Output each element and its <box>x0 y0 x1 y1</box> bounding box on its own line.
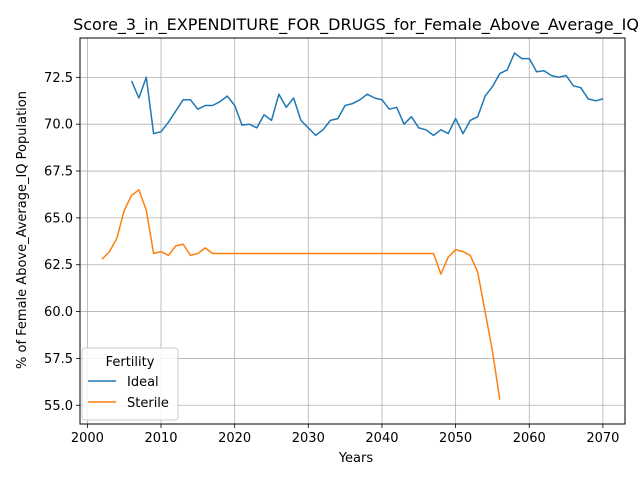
y-tick-label: 62.5 <box>44 258 73 273</box>
x-tick-label: 2040 <box>365 431 398 446</box>
y-tick-label: 65.0 <box>44 211 73 226</box>
series-line-sterile <box>101 189 501 400</box>
y-tick-label: 57.5 <box>44 352 73 367</box>
grid-lines <box>80 38 625 424</box>
chart-title: Score_3_in_EXPENDITURE_FOR_DRUGS_for_Fem… <box>73 15 639 35</box>
series-line-ideal <box>130 52 604 137</box>
y-tick-label: 55.0 <box>44 399 73 414</box>
x-axis-label: Years <box>338 451 374 466</box>
y-tick-label: 70.0 <box>44 118 73 133</box>
x-tick-label: 2030 <box>292 431 325 446</box>
y-tick-label: 67.5 <box>44 165 73 180</box>
axis-ticks: 2000 2010 2020 2030 2040 2050 2060 2070 55.0 57.5… <box>44 71 619 446</box>
plot-frame <box>79 37 626 425</box>
y-tick-label: 60.0 <box>44 305 73 320</box>
y-axis-label: % of Female Above_Average_IQ Population <box>15 91 30 369</box>
x-tick-label: 2070 <box>586 431 619 446</box>
legend-label-sterile: Sterile <box>127 396 169 411</box>
x-tick-label: 2000 <box>71 431 104 446</box>
legend: Fertility Ideal Sterile <box>81 347 179 421</box>
x-tick-label: 2010 <box>144 431 177 446</box>
legend-label-ideal: Ideal <box>127 375 159 390</box>
legend-title: Fertility <box>106 355 155 370</box>
y-tick-label: 72.5 <box>44 71 73 86</box>
x-tick-label: 2060 <box>513 431 546 446</box>
x-tick-label: 2050 <box>439 431 472 446</box>
series-lines <box>101 52 604 400</box>
x-tick-label: 2020 <box>218 431 251 446</box>
